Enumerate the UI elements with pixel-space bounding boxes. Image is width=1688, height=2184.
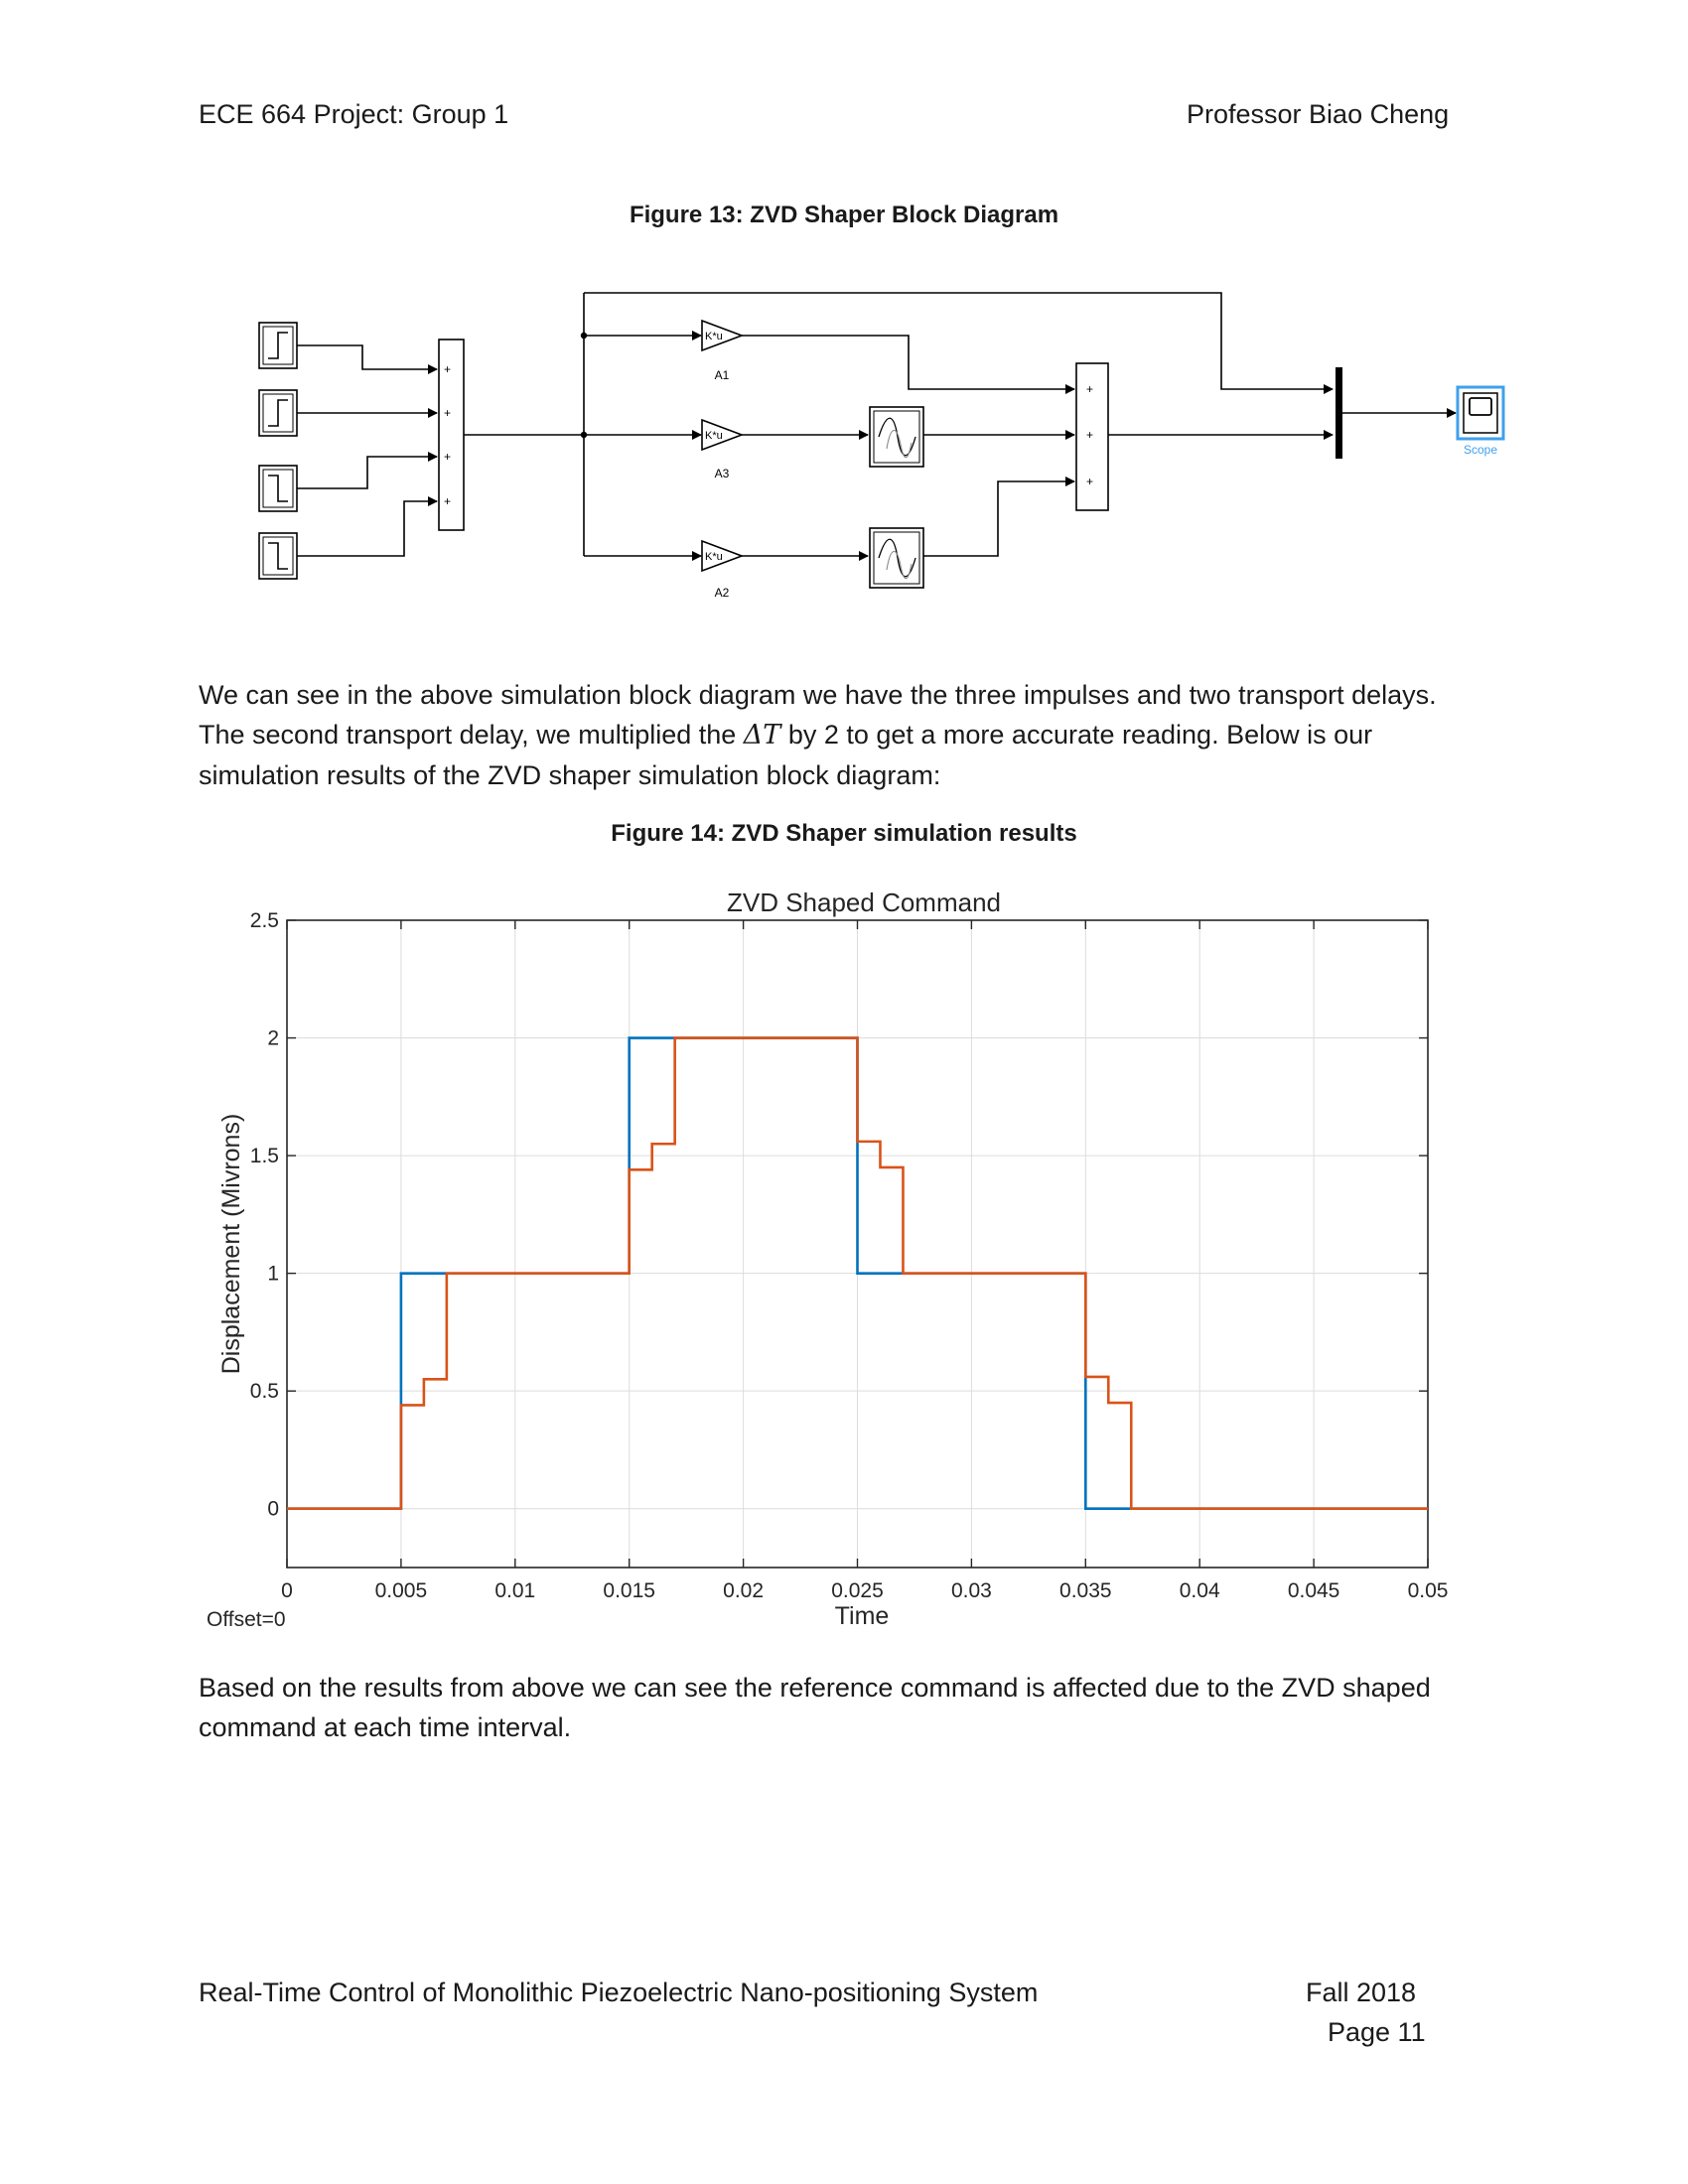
gain-a2-label: A2 [715, 586, 730, 600]
step-source-2 [258, 389, 298, 437]
x-tick-label: 0.005 [375, 1579, 428, 1602]
figure14-caption: Figure 14: ZVD Shaper simulation results [611, 820, 1077, 847]
y-axis-label: Displacement (Mivrons) [217, 1114, 245, 1375]
zvd-shaped-command-chart: 0 0.005 0.01 0.015 0.02 0.025 0.03 0.035 0.04 0.0… [207, 887, 1449, 1631]
x-tick-label: 0.015 [603, 1579, 655, 1602]
x-tick-label: 0.05 [1408, 1579, 1449, 1602]
zvd-block-diagram: K*u K*u K*u A1 A3 A2 + + + + + + + Scope [258, 292, 1505, 600]
y-tick-label: 0.5 [250, 1380, 279, 1403]
x-tick-label: 0.045 [1288, 1579, 1340, 1602]
y-tick-label: 1 [267, 1263, 279, 1286]
gain-a3-label: A3 [715, 467, 730, 480]
gain-a2 [701, 539, 745, 573]
x-tick-label: 0.03 [951, 1579, 992, 1602]
gain-a1-label: A1 [715, 368, 730, 382]
footer-term: Fall 2018 [1306, 1978, 1417, 2007]
x-tick-label: 0.025 [831, 1579, 884, 1602]
delta-t-symbol: ΔT [743, 720, 781, 751]
y-tick-label: 0 [267, 1498, 279, 1521]
header-course: ECE 664 Project: Group 1 [199, 99, 509, 129]
gain-a2-text: K*u [705, 551, 723, 563]
y-tick-label: 2.5 [250, 909, 279, 932]
step-source-3 [258, 465, 298, 512]
gain-a1-text: K*u [705, 331, 723, 342]
gain-a1 [701, 319, 745, 352]
x-tick-label: 0.035 [1059, 1579, 1112, 1602]
sum1-sign-1: + [444, 362, 451, 376]
sum-block-1 [438, 339, 465, 531]
chart-title: ZVD Shaped Command [727, 887, 1001, 917]
footer-page: Page 11 [1328, 2017, 1426, 2047]
y-tick-label: 1.5 [250, 1145, 279, 1167]
sum2-sign-1: + [1086, 382, 1093, 396]
x-tick-label: 0.04 [1180, 1579, 1220, 1602]
sum2-sign-2: + [1086, 428, 1093, 442]
offset-label: Offset=0 [207, 1608, 286, 1631]
x-tick-label: 0 [281, 1579, 293, 1602]
x-axis-label: Time [835, 1602, 890, 1630]
sum1-sign-2: + [444, 406, 451, 420]
header-professor: Professor Biao Cheng [1187, 99, 1450, 129]
sum2-sign-3: + [1086, 475, 1093, 488]
transport-delay-2 [869, 527, 924, 589]
y-tick-label: 2 [267, 1027, 279, 1050]
sum1-sign-4: + [444, 494, 451, 508]
transport-delay-1 [869, 406, 924, 468]
scope-label: Scope [1464, 443, 1497, 457]
scope-block [1456, 385, 1505, 441]
figure13-caption: Figure 13: ZVD Shaper Block Diagram [629, 202, 1059, 228]
paragraph-2: Based on the results from above we can s… [199, 1673, 1431, 1742]
paragraph-1-text-a: We can see in the above simulation block… [199, 680, 1437, 750]
sum-block-2 [1075, 362, 1109, 511]
paragraph-1-text-b: by 2 to get a more accurate reading. Bel… [199, 720, 1373, 790]
x-tick-label: 0.01 [494, 1579, 535, 1602]
gain-a3 [701, 418, 745, 452]
paragraph-1: We can see in the above simulation block… [199, 675, 1489, 795]
series-line-2 [287, 1036, 1428, 1511]
sum1-sign-3: + [444, 450, 451, 464]
x-tick-label: 0.02 [723, 1579, 764, 1602]
mux-block [1336, 367, 1342, 459]
gain-a3-text: K*u [705, 430, 723, 442]
footer-title: Real-Time Control of Monolithic Piezoele… [199, 1978, 1039, 2007]
